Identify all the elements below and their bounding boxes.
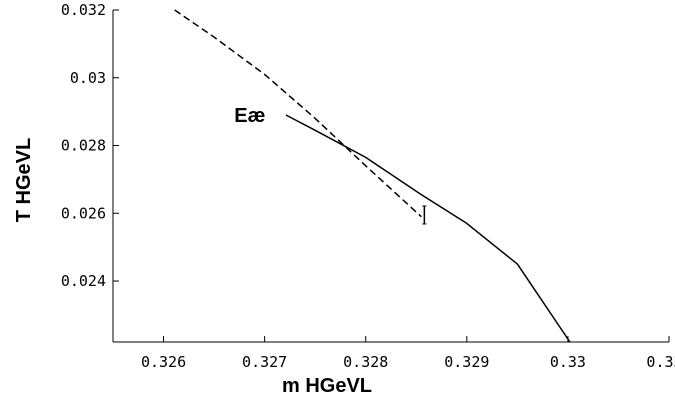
dashed-series-line — [174, 9, 422, 218]
x-tick-label: 0.326 — [141, 353, 186, 371]
x-tick-label: 0.327 — [242, 353, 287, 371]
x-tick-label: 0.329 — [444, 353, 489, 371]
y-tick-label: 0.032 — [61, 1, 106, 19]
x-axis-label: m HGeVL — [282, 375, 372, 397]
x-tick-label: 0.331 — [646, 353, 675, 371]
solid-series-line — [285, 114, 571, 343]
annotation-label: Eæ — [234, 105, 265, 127]
y-tick-label: 0.024 — [61, 272, 106, 290]
x-tick-label: 0.33 — [550, 353, 586, 371]
y-tick-label: 0.026 — [61, 204, 106, 222]
y-tick-label: 0.03 — [70, 69, 106, 87]
x-tick-label: 0.328 — [343, 353, 388, 371]
y-tick-label: 0.028 — [61, 137, 106, 155]
y-axis-label: T HGeVL — [13, 138, 35, 222]
